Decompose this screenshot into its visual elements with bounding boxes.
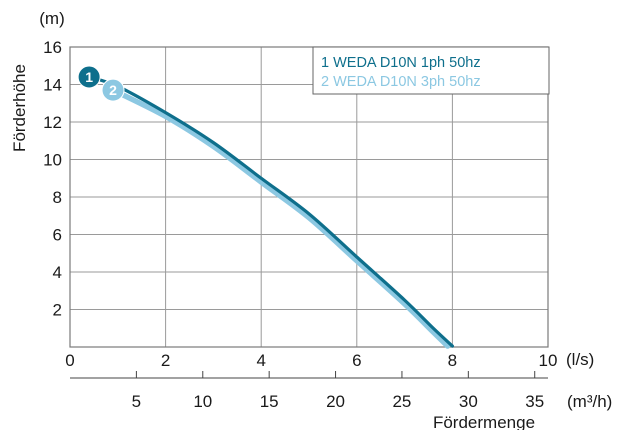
series-1-line <box>87 75 454 348</box>
y-tick-label: 2 <box>53 301 62 320</box>
legend-box <box>312 46 550 95</box>
x-primary-unit-label: (l/s) <box>566 350 594 369</box>
y-tick-label: 12 <box>43 113 62 132</box>
x-secondary-tick-label: 10 <box>193 392 212 411</box>
x-primary-tick-label: 10 <box>539 351 558 370</box>
x-primary-tick-label: 6 <box>352 351 361 370</box>
x-primary-tick-label: 4 <box>256 351 265 370</box>
y-tick-label: 8 <box>53 188 62 207</box>
x-primary-tick-label: 8 <box>448 351 457 370</box>
legend: 1 WEDA D10N 1ph 50hz 2 WEDA D10N 3ph 50h… <box>312 46 550 95</box>
y-tick-label: 6 <box>53 226 62 245</box>
series-2-marker-label: 2 <box>109 82 117 98</box>
legend-entry-2: 2 WEDA D10N 3ph 50hz <box>321 74 481 90</box>
x-axis-title: Fördermenge <box>433 413 535 430</box>
y-unit-label: (m) <box>39 9 64 28</box>
x-secondary-tick-label: 35 <box>525 392 544 411</box>
y-tick-label: 16 <box>43 38 62 57</box>
y-tick-label: 14 <box>43 76 62 95</box>
x-secondary-unit-label: (m³/h) <box>567 392 612 411</box>
plot-frame <box>69 46 549 348</box>
x-secondary-tick-label: 20 <box>326 392 345 411</box>
y-axis-title: Förderhöhe <box>10 64 29 152</box>
x-primary-tick-label: 2 <box>161 351 170 370</box>
x-secondary-tick-label: 5 <box>132 392 141 411</box>
x-secondary-tick-label: 30 <box>459 392 478 411</box>
y-tick-label: 4 <box>53 263 62 282</box>
series-1-marker-label: 1 <box>85 69 93 85</box>
x-secondary-tick-label: 15 <box>260 392 279 411</box>
legend-entry-1: 1 WEDA D10N 1ph 50hz <box>321 55 481 71</box>
x-primary-tick-label: 0 <box>65 351 74 370</box>
series-2-line <box>110 87 451 349</box>
y-tick-label: 10 <box>43 151 62 170</box>
series-2-marker <box>101 78 125 102</box>
series-1-marker <box>77 65 101 89</box>
x-secondary-tick-label: 25 <box>392 392 411 411</box>
curves: 21 <box>77 65 454 349</box>
